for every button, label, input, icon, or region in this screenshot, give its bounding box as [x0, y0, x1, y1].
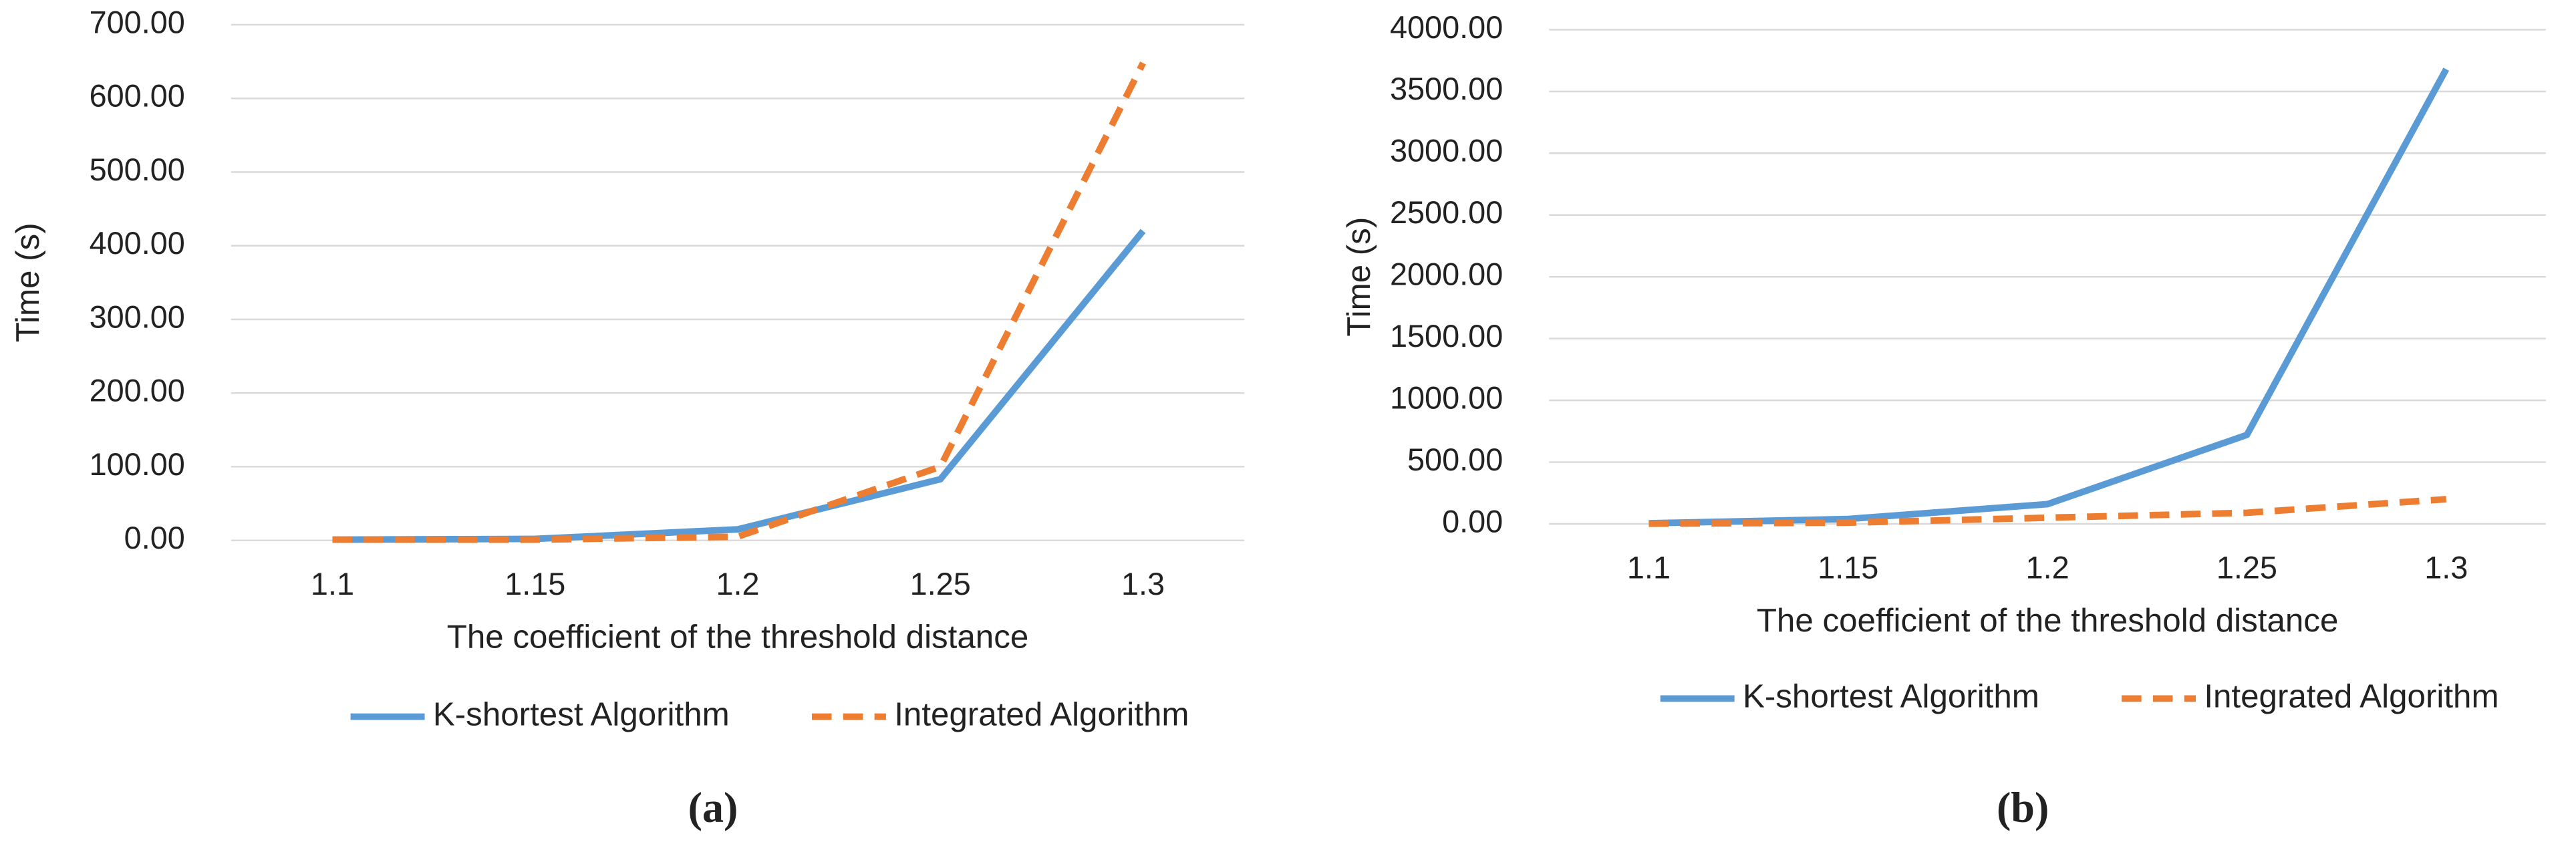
- x-axis-label: The coefficient of the threshold distanc…: [447, 619, 1029, 656]
- x-axis-label: The coefficient of the threshold distanc…: [1757, 602, 2339, 639]
- x-tick-label: 1.2: [2026, 550, 2069, 585]
- legend-label: K-shortest Algorithm: [433, 696, 730, 733]
- y-tick-label: 200.00: [90, 374, 185, 408]
- y-tick-label: 1500.00: [1390, 319, 1503, 353]
- y-tick-label: 300.00: [90, 299, 185, 334]
- data-line: [332, 229, 1146, 543]
- x-tick-label: 1.2: [716, 567, 759, 601]
- y-tick-label: 3500.00: [1390, 71, 1503, 106]
- y-tick-label: 500.00: [90, 152, 185, 187]
- caption: (a): [688, 784, 738, 831]
- y-tick-label: 1000.00: [1390, 380, 1503, 415]
- data-line: [1649, 67, 2450, 527]
- y-tick-label: 0.00: [124, 521, 185, 555]
- y-axis-label: Time (s): [1340, 217, 1377, 337]
- x-tick-label: 1.25: [910, 567, 971, 601]
- caption: (b): [1997, 784, 2049, 831]
- data-line: [332, 61, 1146, 543]
- x-tick-label: 1.3: [1121, 567, 1165, 601]
- x-tick-label: 1.25: [2216, 550, 2277, 585]
- y-tick-label: 3000.00: [1390, 134, 1503, 168]
- legend-label: K-shortest Algorithm: [1743, 678, 2039, 714]
- legend-label: Integrated Algorithm: [894, 696, 1189, 733]
- legend-label: Integrated Algorithm: [2204, 678, 2498, 714]
- y-tick-label: 2500.00: [1390, 195, 1503, 230]
- x-tick-label: 1.1: [311, 567, 354, 601]
- x-tick-label: 1.3: [2424, 550, 2468, 585]
- y-tick-label: 4000.00: [1390, 10, 1503, 45]
- x-tick-label: 1.15: [1818, 550, 1878, 585]
- y-tick-label: 2000.00: [1390, 257, 1503, 292]
- x-tick-label: 1.1: [1627, 550, 1671, 585]
- y-tick-label: 500.00: [1407, 442, 1503, 477]
- y-axis-label: Time (s): [9, 223, 46, 342]
- y-tick-label: 400.00: [90, 226, 185, 261]
- y-tick-label: 100.00: [90, 447, 185, 482]
- y-tick-label: 600.00: [90, 79, 185, 114]
- y-tick-label: 0.00: [1442, 504, 1503, 539]
- y-tick-label: 700.00: [90, 5, 185, 39]
- x-tick-label: 1.15: [505, 567, 565, 601]
- data-line: [1649, 496, 2447, 527]
